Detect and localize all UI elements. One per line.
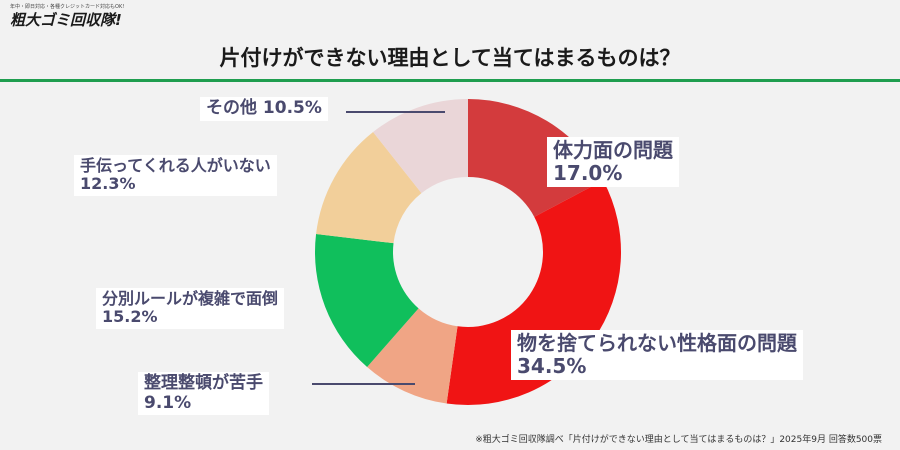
title-divider: [0, 79, 900, 82]
donut-slice-6: [373, 99, 468, 194]
footnote: ※粗大ゴミ回収隊調べ「片付けができない理由として当てはまるものは？」2025年9…: [475, 435, 882, 445]
brand-logo: 年中・即日対応・各種クレジットカード対応もOK! 粗大ゴミ回収隊!: [10, 4, 124, 29]
label-slice-6-name: その他: [206, 98, 257, 118]
donut-slice-1: [468, 99, 604, 217]
label-slice-5-name: 手伝ってくれる人がいない: [80, 156, 271, 175]
label-slice-2-name: 物を捨てられない性格面の問題: [517, 331, 797, 355]
label-slice-5: 手伝ってくれる人がいない 12.3%: [74, 155, 277, 196]
logo-name: 粗大ゴミ回収隊!: [10, 11, 122, 29]
label-slice-5-value: 12.3%: [80, 174, 136, 194]
label-slice-1-value: 17.0%: [553, 161, 623, 185]
chart-title: 片付けができない理由として当てはまるものは？: [219, 46, 681, 70]
label-slice-3-name: 整理整頓が苦手: [144, 373, 263, 393]
donut-slice-3: [367, 308, 458, 404]
label-slice-4: 分別ルールが複雑で面倒 15.2%: [96, 288, 285, 329]
label-slice-1: 体力面の問題 17.0%: [547, 137, 679, 187]
label-slice-6-value: 10.5%: [262, 98, 322, 118]
donut-slice-5: [316, 131, 422, 244]
label-slice-3: 整理整頓が苦手 9.1%: [138, 372, 269, 416]
label-slice-2: 物を捨てられない性格面の問題 34.5%: [511, 330, 803, 380]
label-slice-1-name: 体力面の問題: [553, 138, 673, 162]
label-slice-4-value: 15.2%: [102, 307, 158, 327]
donut-slice-4: [314, 234, 419, 368]
logo-tagline: 年中・即日対応・各種クレジットカード対応もOK!: [10, 4, 125, 10]
label-slice-3-value: 9.1%: [144, 392, 192, 413]
label-slice-2-value: 34.5%: [517, 354, 587, 378]
label-slice-6: その他 10.5%: [200, 97, 328, 121]
label-slice-4-name: 分別ルールが複雑で面倒: [102, 289, 279, 308]
